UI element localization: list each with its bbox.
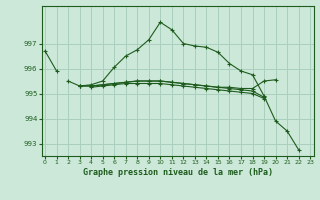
X-axis label: Graphe pression niveau de la mer (hPa): Graphe pression niveau de la mer (hPa)	[83, 168, 273, 177]
